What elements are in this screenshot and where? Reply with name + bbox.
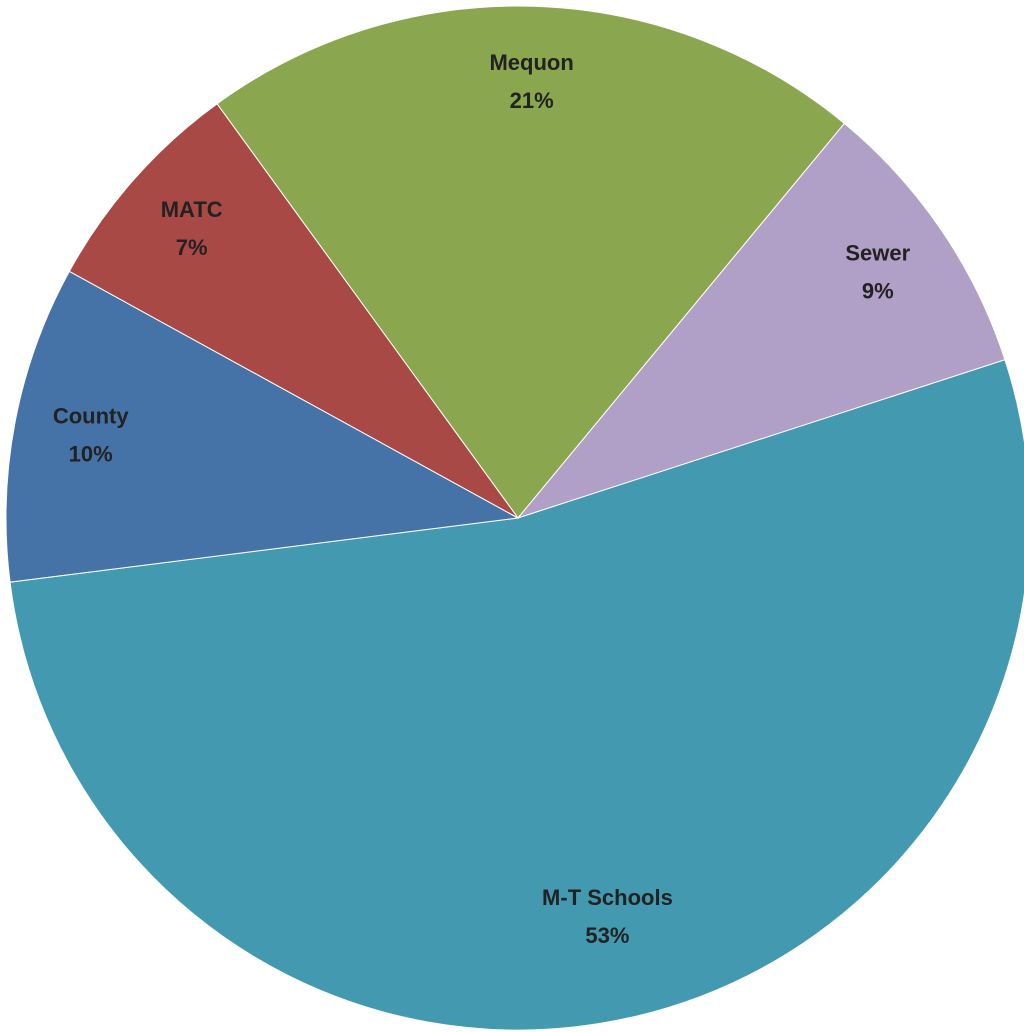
slice-value-label: 10% (69, 441, 113, 466)
pie-slice (9, 359, 1024, 1031)
slice-label: County (53, 403, 130, 428)
slice-label: Sewer (845, 240, 910, 265)
pie-slice (516, 122, 1006, 520)
pie-slice (5, 270, 520, 583)
slice-value-label: 9% (862, 278, 894, 303)
pie-slice (68, 103, 519, 519)
slice-value-label: 21% (510, 88, 554, 113)
pie-slice (216, 5, 846, 519)
slice-value-label: 53% (585, 923, 629, 948)
slice-label: M-T Schools (542, 885, 673, 910)
slice-value-label: 7% (176, 235, 208, 260)
slice-label: Mequon (489, 50, 573, 75)
slice-label: MATC (161, 197, 223, 222)
